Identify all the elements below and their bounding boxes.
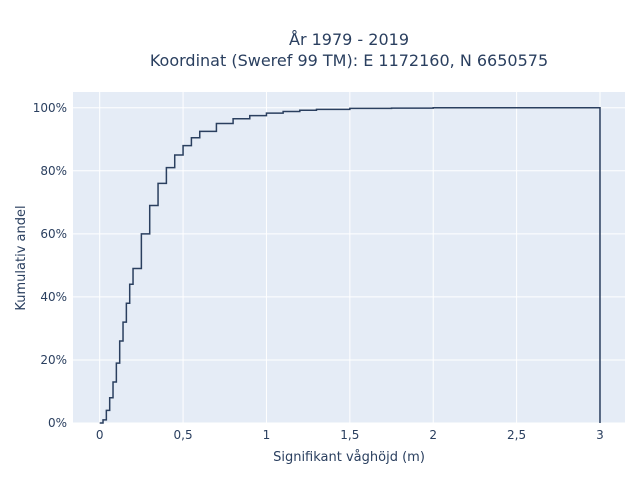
chart-title-line-2: Koordinat (Sweref 99 TM): E 1172160, N 6…	[150, 51, 548, 70]
x-axis-title: Signifikant våghöjd (m)	[273, 450, 425, 465]
plot-background	[73, 92, 625, 423]
y-tick-label: 20%	[40, 353, 67, 367]
y-tick-label: 80%	[40, 164, 67, 178]
x-tick-label: 2	[429, 428, 437, 442]
chart-title-line-1: År 1979 - 2019	[289, 30, 409, 49]
series-layer	[99, 107, 601, 424]
x-tick-label: 2,5	[507, 428, 526, 442]
x-tick-label: 1,5	[340, 428, 359, 442]
y-tick-label: 60%	[40, 227, 67, 241]
y-tick-label: 100%	[33, 101, 67, 115]
x-tick-label: 1	[263, 428, 271, 442]
y-tick-label: 0%	[48, 416, 67, 430]
y-axis-title: Kumulativ andel	[14, 205, 29, 310]
x-tick-labels: 0 0,5 1 1,5 2 2,5 3	[96, 428, 604, 442]
x-tick-label: 0	[96, 428, 104, 442]
x-tick-label: 3	[596, 428, 604, 442]
cdf-step-line-0	[99, 107, 601, 424]
y-tick-labels: 0% 20% 40% 60% 80% 100%	[33, 101, 67, 430]
y-tick-label: 40%	[40, 290, 67, 304]
x-tick-label: 0,5	[174, 428, 193, 442]
